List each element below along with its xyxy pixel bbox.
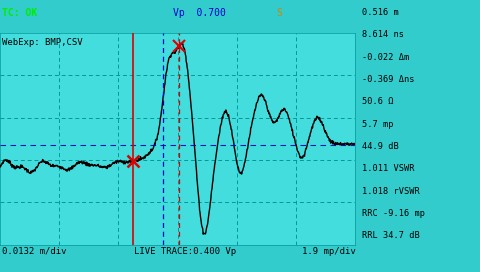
Text: 44.9 dB: 44.9 dB xyxy=(362,142,399,151)
Text: -0.369 Δns: -0.369 Δns xyxy=(362,75,415,84)
Text: 1.9 mp/div: 1.9 mp/div xyxy=(302,247,356,256)
Text: 1.018 rVSWR: 1.018 rVSWR xyxy=(362,187,420,196)
Text: Vp  0.700: Vp 0.700 xyxy=(173,8,226,18)
Text: S: S xyxy=(276,8,282,18)
Text: 8.614 ns: 8.614 ns xyxy=(362,30,404,39)
Text: 5.7 mp: 5.7 mp xyxy=(362,120,394,129)
Text: 0.516 m: 0.516 m xyxy=(362,8,399,17)
Text: -0.022 Δm: -0.022 Δm xyxy=(362,53,409,62)
Text: RRC -9.16 mp: RRC -9.16 mp xyxy=(362,209,425,218)
Text: 1.011 VSWR: 1.011 VSWR xyxy=(362,164,415,173)
Text: WebExp: BMP,CSV: WebExp: BMP,CSV xyxy=(2,38,83,47)
Text: 50.6 Ω: 50.6 Ω xyxy=(362,97,394,106)
Text: RRL 34.7 dB: RRL 34.7 dB xyxy=(362,231,420,240)
Text: LIVE TRACE:0.400 Vp: LIVE TRACE:0.400 Vp xyxy=(134,247,237,256)
Text: 0.0132 m/div: 0.0132 m/div xyxy=(2,247,67,256)
Text: TC: OK: TC: OK xyxy=(2,8,37,18)
